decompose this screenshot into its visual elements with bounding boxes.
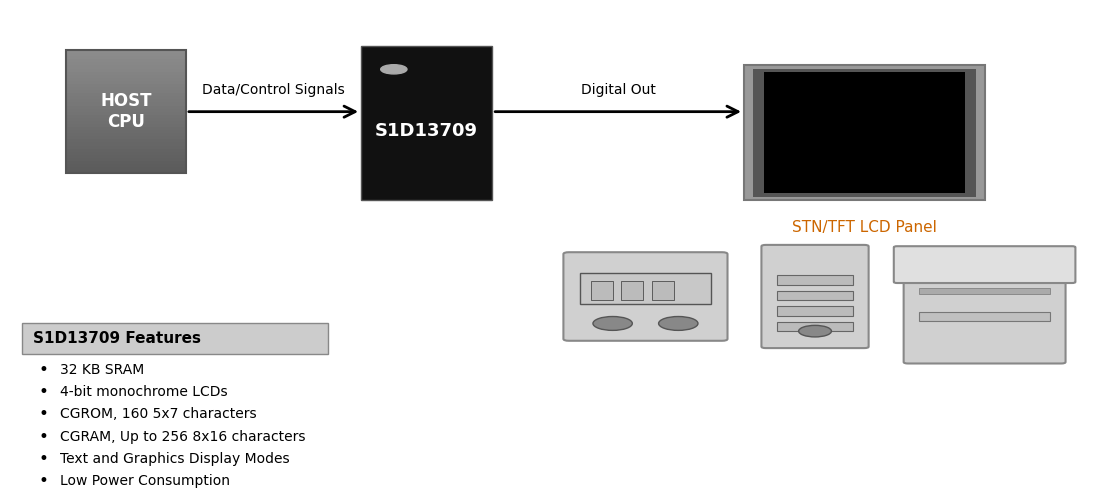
Bar [919,312,1050,321]
Text: HOST
CPU: HOST CPU [100,92,152,131]
Text: Text and Graphics Display Modes: Text and Graphics Display Modes [60,452,290,466]
Text: STN/TFT LCD Panel: STN/TFT LCD Panel [792,220,936,235]
Bar [764,72,965,193]
Bar [66,81,186,84]
Text: S1D13709 Features: S1D13709 Features [33,331,201,346]
Bar [777,306,853,316]
Bar [66,167,186,170]
Bar [777,275,853,285]
Bar [66,50,186,173]
Bar [66,56,186,60]
Bar [66,72,186,75]
Bar [66,112,186,115]
Bar [66,60,186,62]
Bar [66,136,186,140]
Bar [66,68,186,72]
Bar [66,53,186,56]
Circle shape [381,65,407,74]
Bar [66,84,186,87]
Text: •: • [38,361,49,379]
Bar [66,118,186,121]
Text: 32 KB SRAM: 32 KB SRAM [60,363,144,377]
Bar [361,46,492,200]
Bar [66,133,186,136]
FancyBboxPatch shape [563,252,728,341]
Bar [66,96,186,100]
Text: Digital Out: Digital Out [581,83,655,98]
Bar [66,142,186,145]
Bar [66,127,186,130]
Text: •: • [38,427,49,446]
Bar [66,149,186,152]
Bar [66,75,186,78]
Text: S1D13709: S1D13709 [375,122,478,140]
Circle shape [659,317,698,330]
Bar [66,145,186,149]
Bar [66,130,186,133]
Text: Low Power Consumption: Low Power Consumption [60,474,230,488]
Bar [66,158,186,161]
Bar [66,161,186,164]
Bar [66,164,186,167]
Text: 4-bit monochrome LCDs: 4-bit monochrome LCDs [60,385,228,399]
Bar [66,87,186,90]
Bar [591,281,613,300]
Bar [66,93,186,96]
Bar [66,62,186,65]
Bar [777,322,853,331]
Bar [66,109,186,112]
Bar [66,152,186,155]
Bar [919,288,1050,294]
Text: •: • [38,383,49,401]
Circle shape [799,325,831,337]
Bar [66,102,186,105]
Bar [753,68,976,197]
Bar [66,155,186,158]
Bar [66,50,186,53]
FancyBboxPatch shape [761,245,869,348]
FancyBboxPatch shape [904,280,1066,364]
Bar [66,115,186,118]
Bar [777,291,853,300]
Bar [66,100,186,102]
Bar [66,105,186,109]
FancyBboxPatch shape [894,246,1075,283]
Text: •: • [38,406,49,423]
Bar [621,281,643,300]
Text: •: • [38,450,49,468]
Bar [652,281,674,300]
Bar [66,78,186,81]
Text: •: • [38,472,49,488]
Bar [66,90,186,93]
Bar [66,124,186,127]
Bar [744,65,985,200]
Circle shape [593,317,632,330]
Bar [66,65,186,68]
Bar [66,121,186,124]
Text: CGROM, 160 5x7 characters: CGROM, 160 5x7 characters [60,407,257,421]
Text: Data/Control Signals: Data/Control Signals [202,83,345,98]
Bar [580,273,711,304]
Bar [22,324,328,354]
Text: CGRAM, Up to 256 8x16 characters: CGRAM, Up to 256 8x16 characters [60,429,305,444]
Bar [66,170,186,173]
Bar [66,140,186,142]
